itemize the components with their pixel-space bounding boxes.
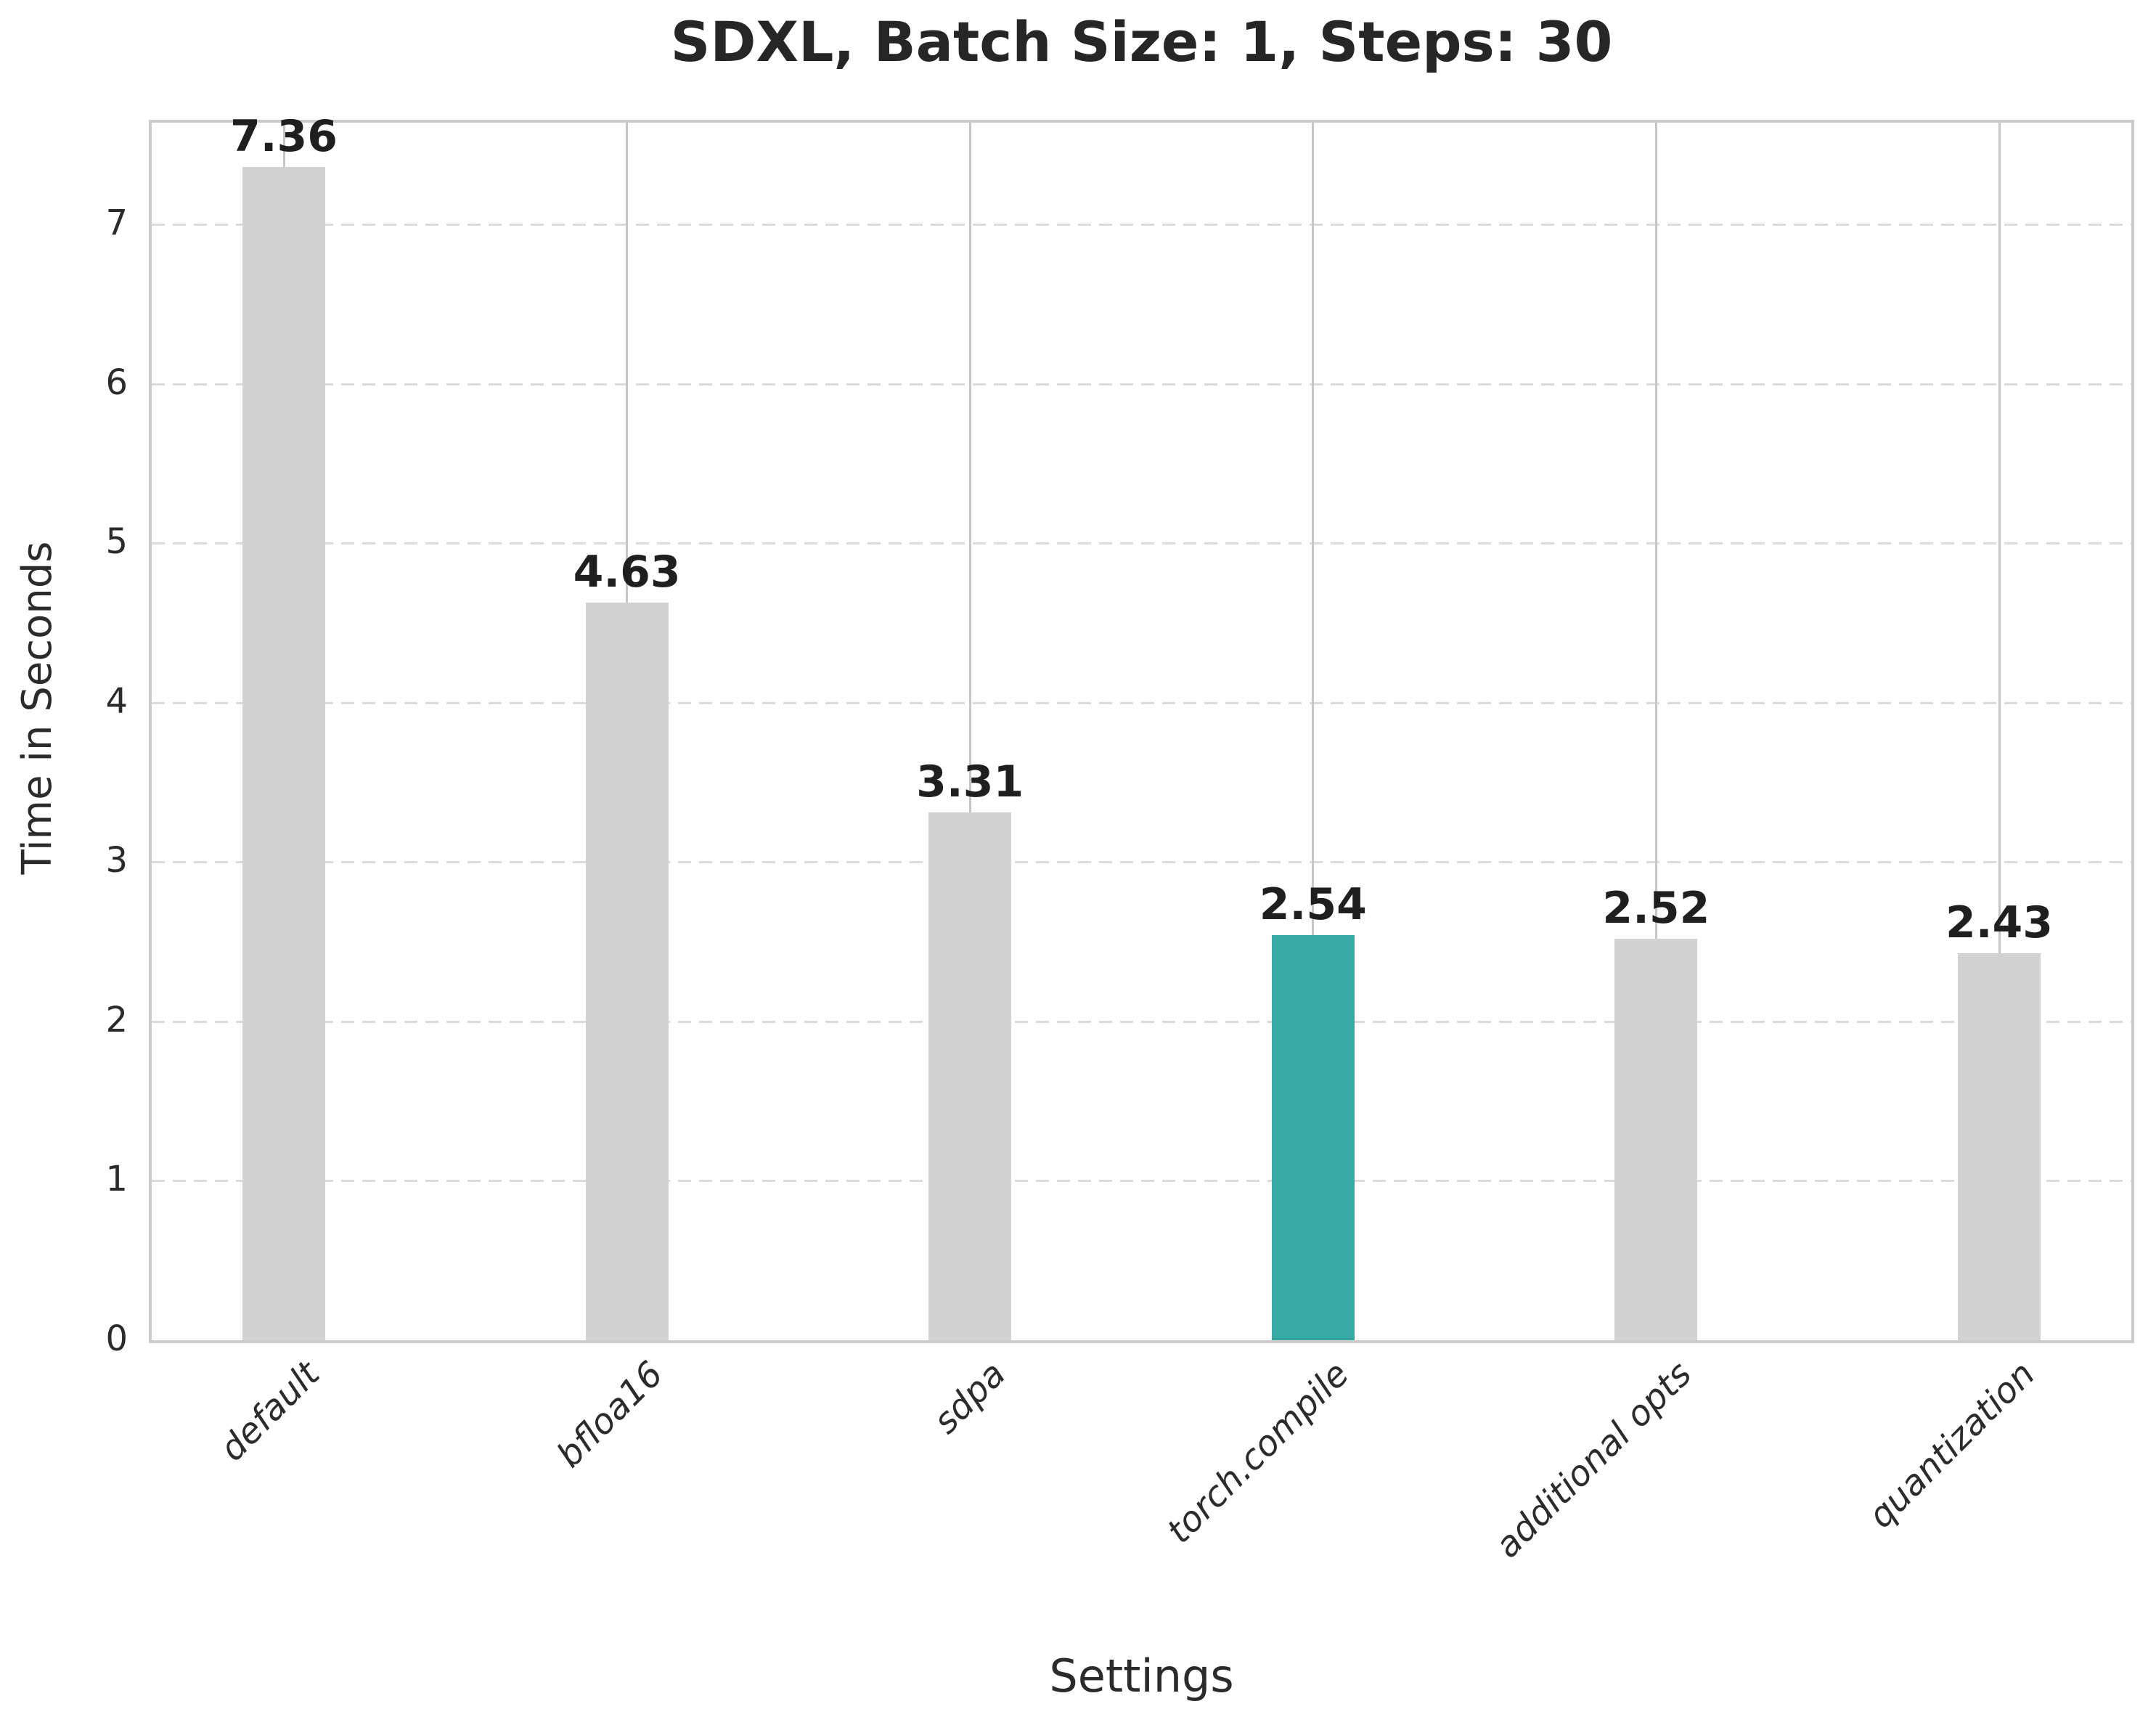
bar bbox=[1614, 938, 1698, 1340]
y-tick-label: 5 bbox=[105, 521, 128, 563]
y-tick-label: 2 bbox=[105, 999, 128, 1040]
bar-value-label: 2.54 bbox=[1259, 879, 1367, 931]
h-gridline bbox=[152, 861, 2131, 864]
chart-title: SDXL, Batch Size: 1, Steps: 30 bbox=[670, 9, 1613, 74]
x-tick-label: bfloa16 bbox=[548, 1353, 671, 1476]
plot-area: 7.36 4.63 3.31 2.54 2.52 2.43 bbox=[149, 115, 2134, 1343]
y-tick-label: 3 bbox=[105, 840, 128, 881]
v-gridline bbox=[1654, 123, 1657, 1340]
y-tick-label: 1 bbox=[105, 1159, 128, 1200]
h-gridline bbox=[152, 383, 2131, 386]
h-gridline bbox=[152, 542, 2131, 545]
v-gridline bbox=[1998, 123, 2001, 1340]
v-gridline bbox=[1312, 123, 1315, 1340]
x-tick-label: additional opts bbox=[1487, 1353, 1700, 1566]
x-tick-label: default bbox=[212, 1353, 328, 1469]
bar bbox=[242, 167, 325, 1340]
v-gridline bbox=[968, 123, 971, 1340]
bar bbox=[1271, 935, 1355, 1340]
bar-value-label: 3.31 bbox=[916, 757, 1024, 808]
bar-value-label: 2.43 bbox=[1945, 897, 2054, 948]
x-tick-label: quantization bbox=[1860, 1353, 2043, 1536]
h-gridline bbox=[152, 1180, 2131, 1183]
h-gridline bbox=[152, 701, 2131, 704]
y-tick-label: 0 bbox=[105, 1318, 128, 1359]
h-gridline bbox=[152, 1020, 2131, 1023]
x-tick-label: sdpa bbox=[926, 1353, 1014, 1442]
bar-value-label: 2.52 bbox=[1602, 882, 1710, 934]
bar-value-label: 7.36 bbox=[229, 111, 338, 163]
bar bbox=[928, 812, 1012, 1340]
y-tick-label: 7 bbox=[105, 203, 128, 244]
y-tick-label: 6 bbox=[105, 362, 128, 403]
x-tick-label: torch.compile bbox=[1159, 1353, 1357, 1551]
x-axis-label: Settings bbox=[1049, 1649, 1234, 1702]
bar bbox=[585, 602, 669, 1340]
y-tick-label: 4 bbox=[105, 680, 128, 722]
h-gridline bbox=[152, 224, 2131, 227]
bar-value-label: 4.63 bbox=[573, 546, 681, 598]
bar bbox=[1958, 953, 2041, 1340]
